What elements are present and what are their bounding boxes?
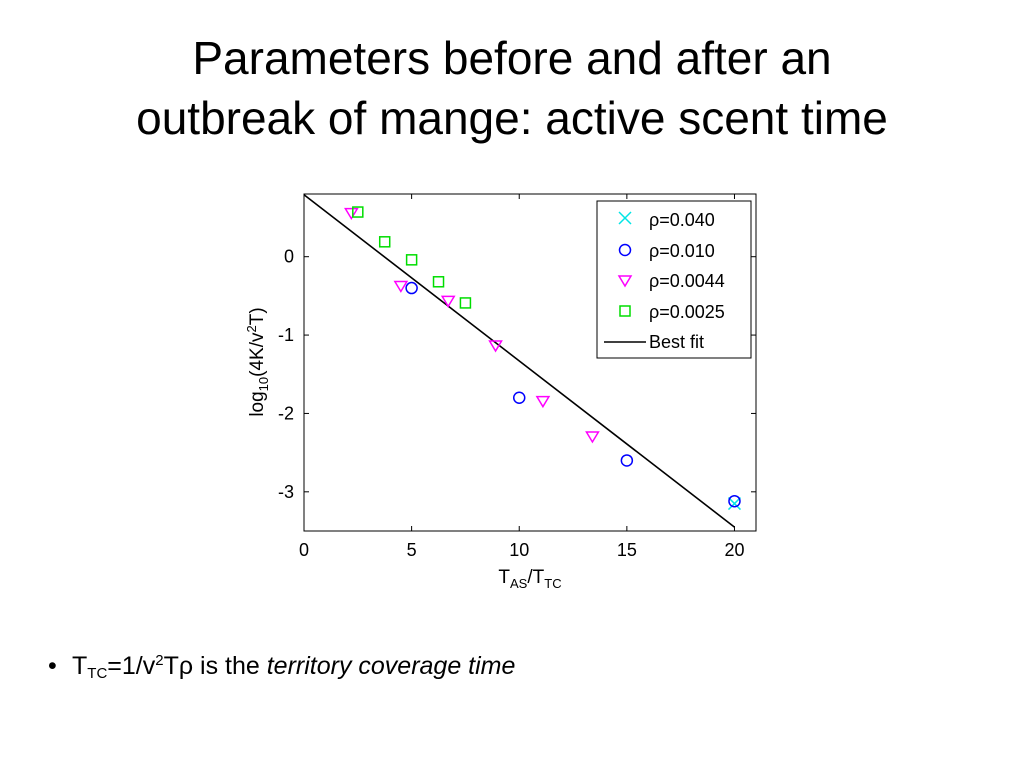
slide-title-line-2: outbreak of mange: active scent time (136, 92, 888, 144)
legend-item-rho-0040: ρ=0.040 (618, 210, 715, 230)
legend-label: ρ=0.010 (649, 241, 715, 261)
legend-item-rho-00044: ρ=0.0044 (617, 271, 725, 291)
x-tick-label: 10 (509, 540, 529, 560)
t-subscript: TC (87, 665, 108, 682)
x-axis-label: TAS/TTC (498, 567, 561, 591)
best-fit-line (303, 194, 735, 528)
equation-rest: Tρ is the (163, 652, 267, 680)
legend-marker-circle (618, 243, 632, 257)
y-axis-label: log10(4K/v2T) (244, 307, 271, 416)
y-tick-label: -2 (278, 403, 294, 423)
legend-marker-square (619, 305, 631, 317)
bullet-item: • TTC=1/v2Tρ is the territory coverage ti… (48, 652, 515, 682)
y-tick-label: -1 (278, 325, 294, 345)
data-point-triangle (488, 340, 503, 353)
legend-label: ρ=0.0044 (649, 271, 725, 291)
t-symbol: T (72, 652, 88, 680)
data-point-square (432, 276, 445, 288)
scatter-chart: 0 5 10 15 20 0 -1 -2 -3 TAS/TTC log10(4K/v2T) ρ=… (244, 193, 757, 591)
legend-label: Best fit (649, 332, 704, 352)
data-point-triangle (393, 280, 409, 293)
legend-marker-x (618, 211, 632, 225)
slide-title-line-1: Parameters before and after an (192, 32, 832, 84)
data-point-square (459, 297, 472, 309)
x-tick-label: 5 (407, 540, 417, 560)
data-point-circle (728, 494, 741, 508)
legend-item-rho-00025: ρ=0.0025 (619, 302, 725, 322)
legend-item-best-fit: Best fit (604, 332, 704, 352)
data-point-triangle (585, 431, 600, 444)
data-point-circle (620, 454, 634, 467)
chart-legend: ρ=0.040 ρ=0.010 ρ=0.0044 ρ=0.0025 Best f… (596, 200, 752, 359)
x-tick-label: 15 (617, 540, 637, 560)
axis-ticks: 0 5 10 15 20 0 -1 -2 -3 (278, 194, 756, 560)
data-point-square (352, 206, 364, 218)
y-tick-label: 0 (284, 247, 294, 267)
data-point-triangle (344, 207, 359, 221)
data-point-triangle (535, 395, 551, 409)
slide-title: Parameters before and after an outbreak … (0, 28, 1024, 148)
equation-part: =1/v (107, 652, 156, 680)
y-tick-label: -3 (278, 482, 294, 502)
superscript: 2 (155, 652, 164, 669)
data-point-x (727, 497, 742, 511)
legend-label: ρ=0.040 (649, 210, 715, 230)
x-tick-label: 20 (724, 540, 744, 560)
data-point-triangle (440, 295, 456, 308)
data-point-square (378, 236, 391, 248)
data-point-circle (512, 391, 526, 405)
x-tick-label: 0 (299, 540, 309, 560)
data-points (344, 206, 742, 511)
bullet-marker: • (48, 652, 57, 680)
emphasis-text: territory coverage time (266, 652, 516, 680)
legend-item-rho-0010: ρ=0.010 (618, 241, 715, 261)
data-point-circle (405, 281, 418, 295)
legend-marker-triangle (617, 275, 633, 288)
legend-box (596, 200, 752, 359)
legend-label: ρ=0.0025 (649, 302, 725, 322)
data-point-square (405, 254, 418, 266)
